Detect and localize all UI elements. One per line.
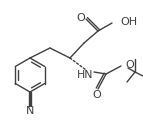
Text: N: N bbox=[26, 107, 34, 117]
Text: OH: OH bbox=[120, 17, 137, 27]
Text: O: O bbox=[77, 13, 85, 23]
Text: HN: HN bbox=[77, 70, 93, 80]
Text: O: O bbox=[125, 60, 134, 70]
Text: O: O bbox=[93, 90, 101, 100]
